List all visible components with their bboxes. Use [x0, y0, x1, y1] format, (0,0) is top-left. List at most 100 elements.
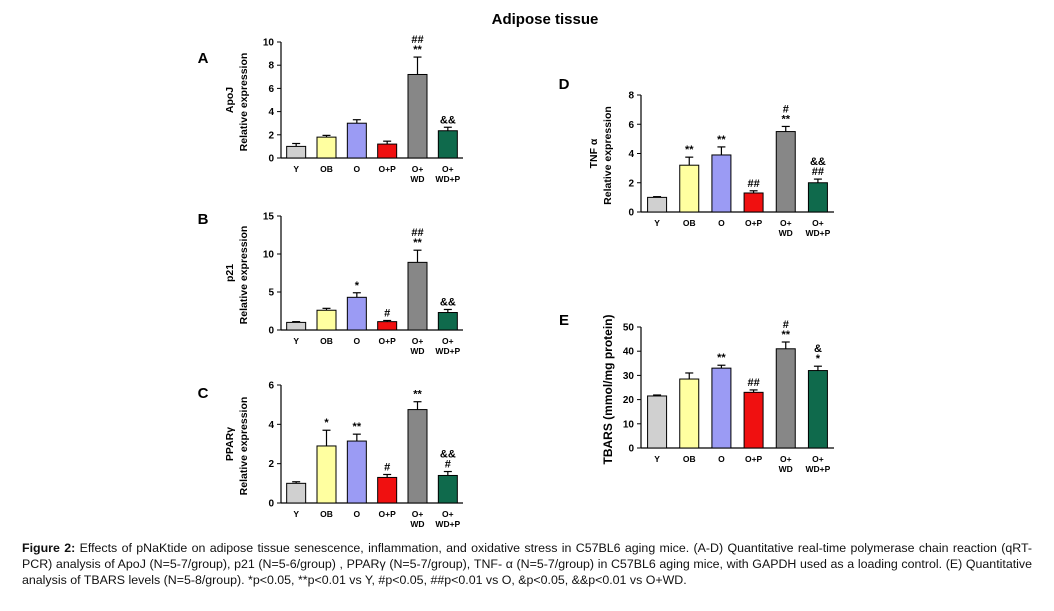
x-tick-label: WD+P	[435, 519, 460, 529]
bar-c-4	[407, 409, 428, 504]
bar-c-3	[377, 476, 398, 504]
bar-d-2	[711, 154, 732, 213]
y-tick-label: 0	[628, 444, 634, 455]
y-axis-label-gene: ApoJ	[224, 87, 236, 113]
bar-b-2	[346, 296, 367, 331]
bar-d-1	[679, 164, 700, 213]
significance-label: **	[781, 329, 790, 341]
significance-label: ##	[747, 178, 759, 190]
y-tick-label: 4	[268, 107, 274, 118]
significance-label: #	[783, 319, 789, 331]
y-tick-label: 6	[628, 120, 634, 131]
x-tick-label: O+P	[745, 454, 763, 464]
y-axis-label-gene: PPARγ	[224, 427, 236, 461]
significance-label: ##	[747, 377, 759, 389]
significance-label: **	[717, 134, 726, 146]
x-tick-label: WD+P	[435, 346, 460, 356]
y-tick-label: 4	[268, 420, 274, 431]
bar-b-0	[286, 321, 307, 331]
significance-label: **	[413, 44, 422, 56]
x-tick-label: WD	[410, 519, 424, 529]
x-tick-label: OB	[320, 336, 333, 346]
bar-d-3	[743, 192, 764, 213]
significance-label: **	[353, 421, 362, 433]
y-tick-label: 20	[623, 395, 635, 406]
x-tick-label: O+P	[379, 509, 397, 519]
x-tick-label: Y	[293, 509, 299, 519]
bar-b-1	[316, 309, 337, 331]
y-tick-label: 10	[263, 250, 275, 261]
x-tick-label: WD+P	[806, 228, 831, 238]
x-tick-label: Y	[293, 164, 299, 174]
x-tick-label: O+	[780, 218, 792, 228]
y-axis-label-gene: p21	[224, 264, 236, 282]
panel-c: C 0 2 4 6 PPARγ Relative expression Y * OB ** O # O+P…	[198, 381, 463, 529]
bar-a-4	[407, 73, 428, 159]
x-tick-label: O+	[812, 218, 824, 228]
panel-letter: C	[198, 385, 209, 402]
significance-label: **	[685, 144, 694, 156]
x-tick-label: O	[354, 164, 361, 174]
panel-a: A 0 2 4 6 8 10 ApoJ Relative expression Y OB O O+P **…	[198, 34, 463, 184]
x-tick-label: O+P	[379, 336, 397, 346]
y-axis-label: Relative expression	[238, 53, 250, 152]
bar-b-4	[407, 261, 428, 331]
significance-label: *	[355, 280, 360, 292]
x-tick-label: WD	[410, 174, 424, 184]
figure-caption: Figure 2: Effects of pNaKtide on adipose…	[22, 540, 1032, 588]
significance-label: ##	[812, 166, 824, 178]
x-tick-label: O+	[412, 164, 424, 174]
significance-label: **	[781, 113, 790, 125]
caption-text: Effects of pNaKtide on adipose tissue se…	[22, 541, 1032, 587]
y-tick-label: 0	[268, 154, 274, 165]
significance-label: **	[413, 237, 422, 249]
x-tick-label: O+	[442, 164, 454, 174]
significance-label: #	[445, 459, 451, 471]
y-tick-label: 50	[623, 323, 635, 334]
x-tick-label: O	[718, 454, 725, 464]
bar-c-2	[346, 440, 367, 504]
bar-b-3	[377, 321, 398, 331]
y-tick-label: 8	[268, 61, 274, 72]
significance-label: #	[384, 308, 390, 320]
bar-d-0	[647, 196, 668, 213]
y-tick-label: 2	[628, 178, 634, 189]
bar-a-0	[286, 145, 307, 159]
y-axis-label: Relative expression	[238, 397, 250, 496]
bar-a-1	[316, 136, 337, 159]
y-tick-label: 10	[623, 419, 635, 430]
panel-letter: E	[559, 312, 569, 329]
bar-e-4	[775, 348, 796, 449]
x-tick-label: O+P	[379, 164, 397, 174]
y-tick-label: 8	[628, 91, 634, 102]
x-tick-label: WD	[410, 346, 424, 356]
panel-b: B 0 5 10 15 p21 Relative expression Y OB * O # O+P **…	[198, 211, 463, 356]
y-axis-label: Relative expression	[238, 226, 250, 325]
panel-letter: D	[559, 76, 570, 93]
x-tick-label: Y	[293, 336, 299, 346]
x-tick-label: O+P	[745, 218, 763, 228]
y-tick-label: 6	[268, 381, 274, 392]
bar-a-2	[346, 122, 367, 159]
y-tick-label: 4	[628, 149, 634, 160]
bar-e-1	[679, 378, 700, 449]
y-tick-label: 0	[628, 208, 634, 219]
figure-title: Adipose tissue	[492, 11, 599, 28]
x-tick-label: O	[354, 509, 361, 519]
x-tick-label: Y	[654, 218, 660, 228]
y-axis-label-gene: TNF α	[588, 138, 600, 168]
bar-e-2	[711, 367, 732, 449]
significance-label: **	[717, 352, 726, 364]
bar-a-5	[437, 130, 458, 159]
y-tick-label: 2	[268, 130, 274, 141]
x-tick-label: O+	[442, 336, 454, 346]
y-tick-label: 40	[623, 347, 635, 358]
significance-label: &&	[440, 114, 456, 126]
significance-label: &&	[440, 296, 456, 308]
panel-letter: A	[198, 50, 209, 67]
x-tick-label: OB	[683, 454, 696, 464]
y-tick-label: 30	[623, 371, 635, 382]
y-axis-label: TBARS (mmol/mg protein)	[601, 315, 615, 465]
